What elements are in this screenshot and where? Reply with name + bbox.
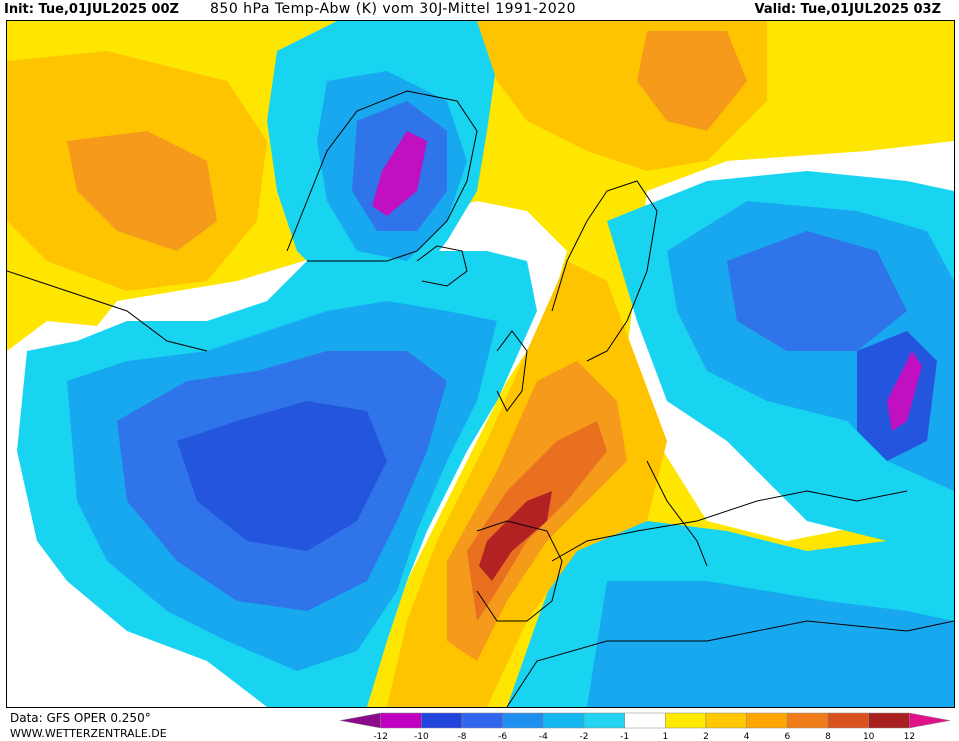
legend-tick-label: -6 <box>498 732 507 741</box>
cold-anomaly-blacksea-core <box>887 351 922 431</box>
coastlines <box>7 90 954 707</box>
map-header: Init: Tue,01JUL2025 00Z 850 hPa Temp-Abw… <box>0 0 959 20</box>
legend-tick-label: 8 <box>825 732 831 741</box>
legend-tick-label: 10 <box>863 732 875 741</box>
legend-tick-label: -2 <box>580 732 589 741</box>
warm-anomaly-arctic-orange <box>637 31 747 131</box>
legend-swatch <box>909 712 951 729</box>
legend-swatch <box>502 712 544 729</box>
coastline-greenland <box>286 90 478 262</box>
legend-swatch <box>543 712 585 729</box>
legend-tick-label: -8 <box>458 732 467 741</box>
legend-swatch <box>461 712 503 729</box>
coastline-iceland <box>416 245 468 287</box>
legend-tick-label: -10 <box>414 732 429 741</box>
legend-swatch <box>787 712 829 729</box>
map-footer: Data: GFS OPER 0.250° WWW.WETTERZENTRALE… <box>0 708 959 741</box>
website-label: WWW.WETTERZENTRALE.DE <box>10 727 167 740</box>
coastline-mediterranean <box>551 490 908 562</box>
coastline-britain <box>496 330 528 412</box>
warm-anomaly-iberia-core <box>479 491 552 581</box>
cold-anomaly-atlantic-core <box>177 401 387 551</box>
color-legend: -12 -10 -8 -6 -4 -2 -1 1 2 4 6 8 10 12 <box>339 712 951 741</box>
warm-anomaly-canada-orange <box>67 131 217 251</box>
cold-anomaly-greenland-core <box>372 131 427 216</box>
cold-anomaly-africa <box>587 581 954 707</box>
legend-swatch <box>705 712 747 729</box>
anomaly-map[interactable] <box>6 20 955 708</box>
legend-tick-label: 12 <box>904 732 915 741</box>
legend-swatch <box>746 712 788 729</box>
coastline-italy <box>646 460 708 567</box>
cold-anomaly-east-core <box>727 231 907 351</box>
legend-tick-label: -1 <box>620 732 629 741</box>
legend-tick-label: 1 <box>662 732 668 741</box>
init-time: Init: Tue,01JUL2025 00Z <box>4 2 179 17</box>
coastline-africa <box>506 620 954 707</box>
valid-time: Valid: Tue,01JUL2025 03Z <box>754 2 941 17</box>
legend-tick-label: 2 <box>703 732 709 741</box>
legend-tick-label: -12 <box>373 732 388 741</box>
legend-swatch <box>624 712 666 729</box>
data-source-label: Data: GFS OPER 0.250° <box>10 711 151 725</box>
anomaly-map-canvas[interactable] <box>7 21 954 707</box>
legend-tick-label: 4 <box>744 732 750 741</box>
legend-swatch <box>380 712 422 729</box>
coastline-iberia <box>476 520 563 622</box>
legend-swatch <box>583 712 625 729</box>
temperature-anomaly-field <box>7 21 954 707</box>
legend-swatch <box>421 712 463 729</box>
legend-tick-label: 6 <box>784 732 790 741</box>
coastline-canada <box>7 270 208 352</box>
legend-swatch <box>339 712 381 729</box>
legend-tick-label: -4 <box>539 732 548 741</box>
legend-swatch <box>827 712 869 729</box>
map-title: 850 hPa Temp-Abw (K) vom 30J-Mittel 1991… <box>210 1 577 17</box>
coastline-scandinavia <box>551 180 658 362</box>
legend-swatch <box>665 712 707 729</box>
legend-swatch <box>868 712 910 729</box>
